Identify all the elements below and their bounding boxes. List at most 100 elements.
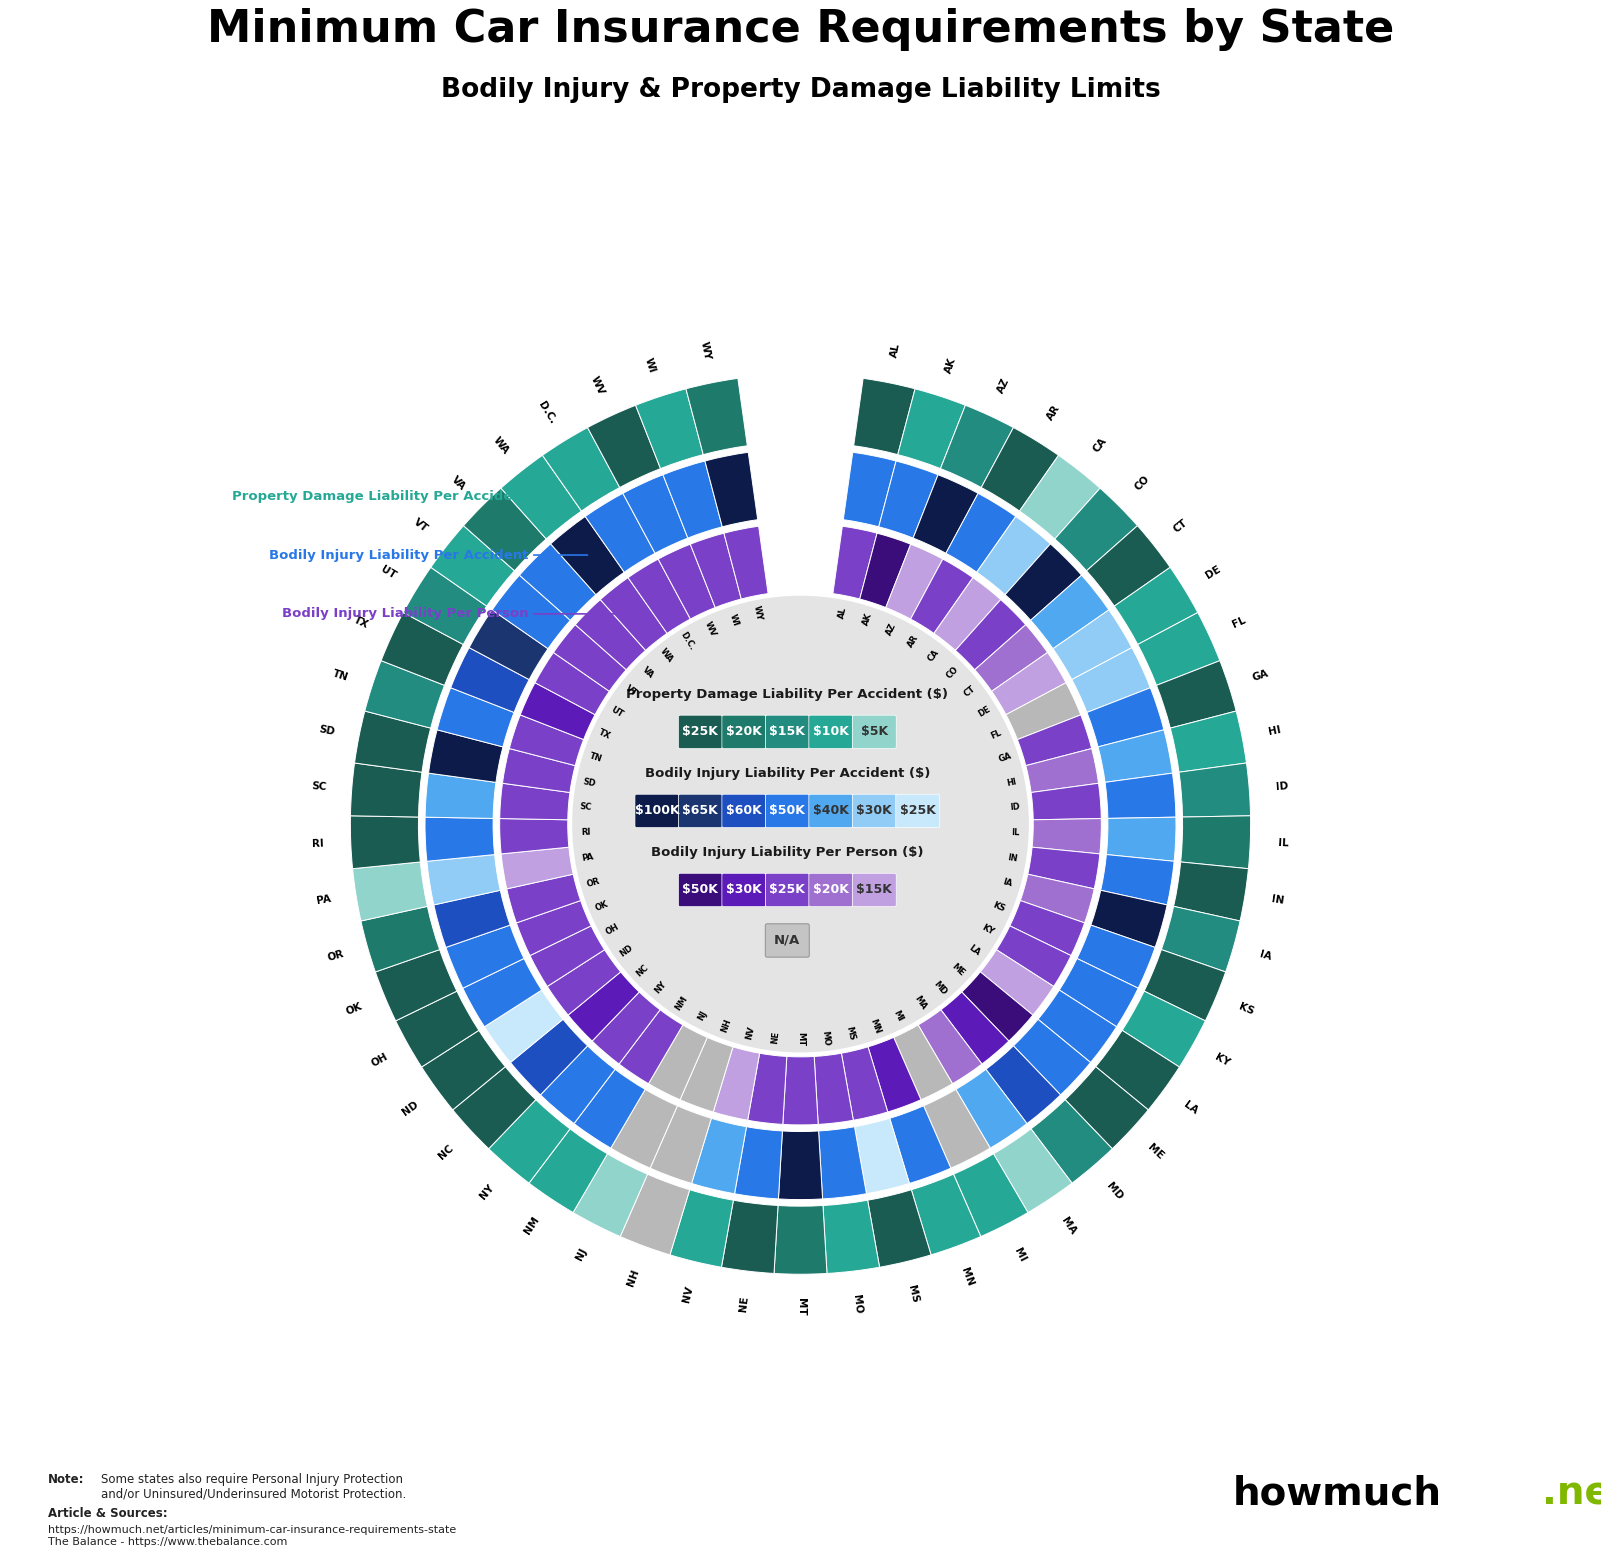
Wedge shape — [1138, 613, 1220, 685]
Wedge shape — [962, 972, 1033, 1041]
Wedge shape — [954, 1154, 1028, 1236]
Text: MT: MT — [796, 1298, 805, 1316]
Text: howmuch: howmuch — [1233, 1474, 1443, 1513]
Wedge shape — [1098, 730, 1172, 783]
Wedge shape — [898, 388, 965, 469]
Wedge shape — [890, 1106, 951, 1183]
Wedge shape — [445, 925, 524, 989]
Text: DE: DE — [1204, 565, 1222, 580]
Wedge shape — [351, 815, 421, 869]
Wedge shape — [722, 1200, 778, 1273]
Text: TX: TX — [352, 614, 370, 630]
Text: NV: NV — [680, 1284, 695, 1303]
Wedge shape — [823, 1200, 879, 1273]
Wedge shape — [724, 526, 768, 599]
Text: ID: ID — [1276, 781, 1289, 792]
Wedge shape — [519, 545, 596, 620]
Text: NH: NH — [626, 1267, 640, 1287]
Text: Note:: Note: — [48, 1473, 85, 1485]
Text: MS: MS — [906, 1284, 921, 1304]
Wedge shape — [924, 1089, 991, 1168]
Text: $20K: $20K — [813, 883, 849, 896]
Text: $50K: $50K — [770, 804, 805, 817]
Text: $65K: $65K — [682, 804, 719, 817]
Wedge shape — [986, 1046, 1060, 1123]
Wedge shape — [1077, 925, 1156, 989]
Wedge shape — [735, 1126, 783, 1199]
Wedge shape — [500, 783, 570, 820]
Text: IL: IL — [1012, 828, 1020, 837]
FancyBboxPatch shape — [809, 715, 853, 749]
Wedge shape — [1053, 610, 1132, 679]
Text: D.C.: D.C. — [679, 630, 696, 651]
Text: Bodily Injury & Property Damage Liability Limits: Bodily Injury & Property Damage Liabilit… — [440, 77, 1161, 104]
Text: N/A: N/A — [775, 934, 800, 947]
Text: TX: TX — [597, 727, 613, 741]
Wedge shape — [520, 682, 596, 739]
Text: OH: OH — [370, 1052, 389, 1069]
Text: AK: AK — [943, 356, 957, 374]
Text: ME: ME — [951, 962, 967, 978]
Text: KY: KY — [980, 922, 996, 936]
Text: $15K: $15K — [857, 883, 892, 896]
FancyBboxPatch shape — [765, 794, 809, 828]
Wedge shape — [395, 992, 479, 1067]
Text: SC: SC — [311, 781, 327, 792]
Wedge shape — [492, 575, 570, 648]
Text: MN: MN — [959, 1267, 975, 1289]
Wedge shape — [469, 610, 548, 679]
Wedge shape — [501, 848, 573, 890]
Text: IL: IL — [1278, 838, 1289, 849]
Text: NY: NY — [479, 1182, 496, 1200]
Wedge shape — [421, 1030, 506, 1109]
Wedge shape — [403, 568, 487, 645]
Wedge shape — [818, 1126, 866, 1199]
Wedge shape — [680, 1038, 733, 1112]
Text: TN: TN — [331, 668, 351, 682]
Wedge shape — [844, 452, 897, 528]
Wedge shape — [650, 1106, 711, 1183]
Text: WY: WY — [698, 340, 712, 360]
Text: $30K: $30K — [857, 804, 892, 817]
Text: VA: VA — [640, 665, 656, 679]
Text: $30K: $30K — [725, 883, 762, 896]
Wedge shape — [975, 625, 1047, 692]
FancyBboxPatch shape — [809, 874, 853, 907]
Wedge shape — [1013, 1019, 1090, 1095]
Text: NE: NE — [738, 1295, 749, 1312]
Text: CT: CT — [962, 684, 977, 698]
Wedge shape — [712, 1047, 759, 1120]
Wedge shape — [1105, 774, 1175, 818]
Wedge shape — [575, 1069, 645, 1148]
Text: NM: NM — [524, 1214, 541, 1236]
Text: NJ: NJ — [575, 1247, 589, 1262]
Wedge shape — [1161, 907, 1241, 972]
Wedge shape — [1020, 874, 1093, 924]
Text: OK: OK — [594, 900, 610, 913]
Text: WY: WY — [752, 605, 764, 622]
Text: LA: LA — [967, 944, 981, 958]
Wedge shape — [815, 1054, 853, 1125]
Wedge shape — [941, 992, 1009, 1064]
Wedge shape — [773, 1205, 828, 1275]
Wedge shape — [450, 648, 530, 713]
Wedge shape — [1005, 682, 1081, 739]
Wedge shape — [860, 534, 911, 608]
FancyBboxPatch shape — [765, 874, 809, 907]
Wedge shape — [893, 1026, 953, 1100]
Wedge shape — [500, 818, 568, 854]
Text: NE: NE — [770, 1030, 780, 1044]
Text: MA: MA — [913, 995, 929, 1012]
Text: NM: NM — [672, 995, 688, 1012]
Wedge shape — [1031, 1100, 1113, 1183]
Wedge shape — [981, 427, 1058, 511]
Wedge shape — [748, 1054, 786, 1125]
Text: $20K: $20K — [725, 726, 762, 738]
Wedge shape — [464, 489, 546, 571]
Text: NH: NH — [719, 1018, 733, 1033]
Wedge shape — [658, 545, 716, 619]
Text: LA: LA — [1182, 1100, 1201, 1117]
Text: KS: KS — [1238, 1002, 1255, 1016]
Text: MI: MI — [1012, 1245, 1028, 1264]
Text: NC: NC — [634, 962, 650, 978]
